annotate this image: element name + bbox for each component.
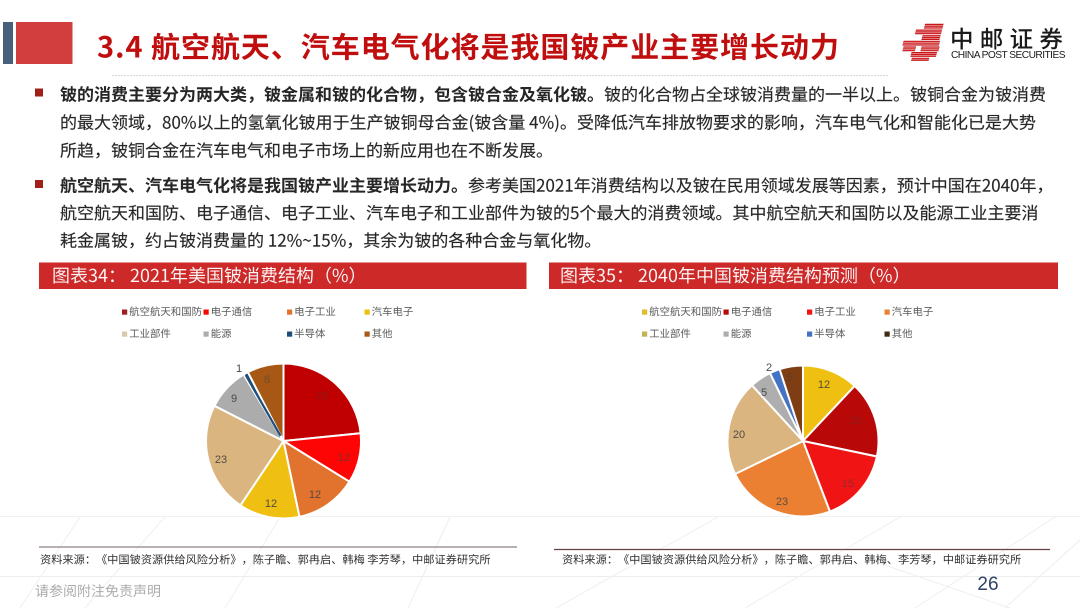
svg-text:CHINA POST SECURITIES: CHINA POST SECURITIES: [951, 50, 1066, 61]
svg-text:12: 12: [338, 452, 350, 464]
svg-text:1: 1: [236, 363, 242, 375]
svg-text:23: 23: [776, 496, 788, 508]
svg-text:9: 9: [231, 393, 237, 405]
svg-text:8: 8: [264, 374, 270, 386]
svg-text:15: 15: [842, 478, 854, 490]
svg-text:20: 20: [733, 429, 745, 441]
svg-text:23: 23: [215, 454, 227, 466]
svg-text:12: 12: [309, 489, 321, 501]
svg-text:5: 5: [761, 387, 767, 399]
svg-text:12: 12: [265, 498, 277, 510]
svg-text:5: 5: [787, 372, 793, 384]
svg-text:23: 23: [316, 390, 328, 402]
svg-text:2: 2: [766, 362, 772, 374]
svg-text:12: 12: [818, 379, 830, 391]
svg-text:18: 18: [849, 415, 861, 427]
svg-text:26: 26: [977, 574, 998, 595]
